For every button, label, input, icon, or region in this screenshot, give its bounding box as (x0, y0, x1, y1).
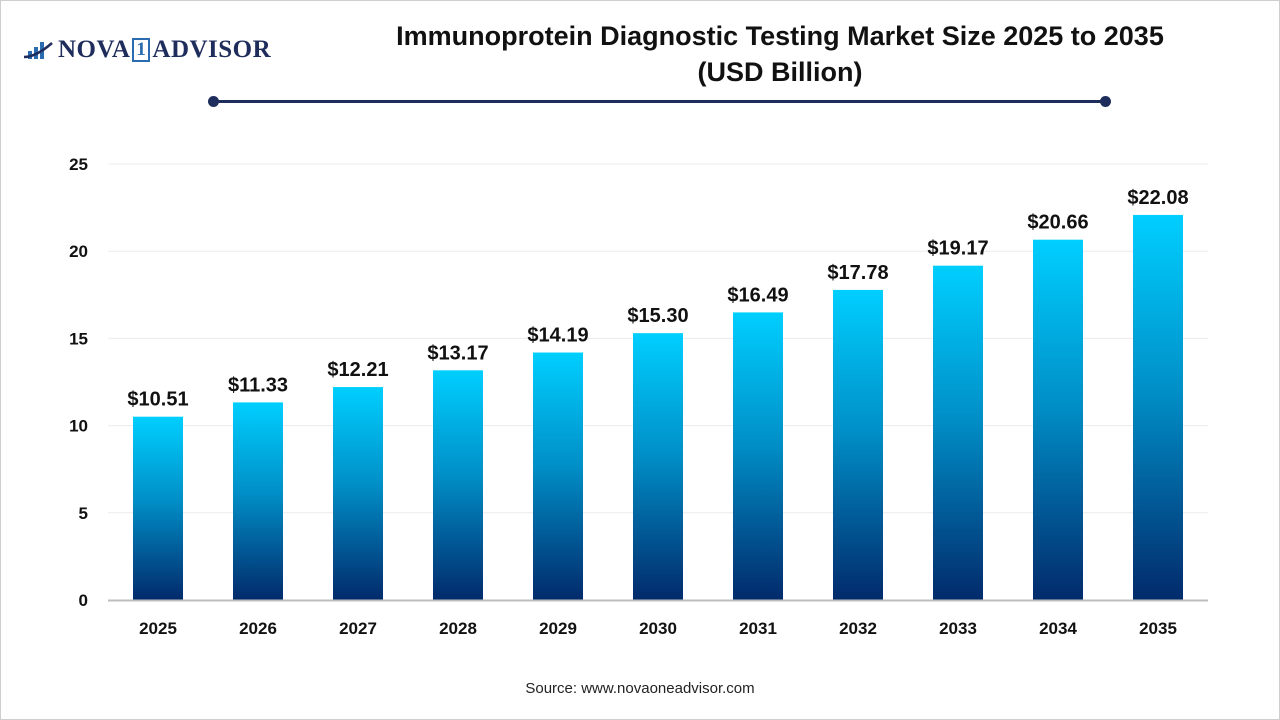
data-label: $19.17 (927, 238, 988, 260)
bar-2035 (1133, 214, 1183, 600)
data-label: $17.78 (827, 262, 888, 284)
y-tick-label: 10 (69, 417, 88, 436)
logo-text-one: 1 (132, 38, 151, 62)
logo-text-nova: NOVA (58, 36, 131, 63)
x-tick-label: 2028 (439, 619, 477, 638)
title-rule-dot-right (1100, 96, 1111, 107)
x-tick-label: 2034 (1039, 619, 1077, 638)
x-tick-label: 2025 (139, 619, 177, 638)
x-tick-label: 2026 (239, 619, 277, 638)
bar-2031 (733, 312, 783, 600)
data-label: $22.08 (1127, 187, 1188, 209)
nova-advisor-logo: NOVA 1 ADVISOR (22, 36, 271, 64)
data-label: $13.17 (427, 342, 488, 364)
bar-2025 (133, 416, 183, 600)
bar-chart-logo-icon (23, 42, 53, 59)
x-tick-label: 2029 (539, 619, 577, 638)
y-tick-label: 15 (69, 329, 88, 348)
title-rule (213, 100, 1106, 103)
bar-2030 (633, 333, 683, 600)
x-tick-label: 2027 (339, 619, 377, 638)
data-label: $12.21 (327, 359, 388, 381)
bar-2027 (333, 387, 383, 600)
bar-2026 (233, 402, 283, 600)
title-rule-dot-left (208, 96, 219, 107)
chart-title-main: Immunoprotein Diagnostic Testing Market … (396, 21, 1164, 51)
logo-text-advisor: ADVISOR (152, 36, 272, 63)
y-tick-label: 25 (69, 155, 88, 174)
chart-subtitle: (USD Billion) (697, 57, 863, 87)
data-label: $20.66 (1027, 212, 1088, 234)
bar-2028 (433, 370, 483, 600)
source-note: Source: www.novaoneadvisor.com (525, 680, 755, 697)
x-tick-label: 2031 (739, 619, 777, 638)
bar-2033 (933, 265, 983, 600)
bar-2034 (1033, 239, 1083, 600)
x-tick-label: 2035 (1139, 619, 1177, 638)
bar-2032 (833, 289, 883, 600)
data-label: $10.51 (127, 389, 188, 411)
x-tick-label: 2030 (639, 619, 677, 638)
bar-2029 (533, 352, 583, 600)
y-tick-label: 0 (79, 591, 88, 610)
data-label: $15.30 (627, 305, 688, 327)
x-tick-label: 2033 (939, 619, 977, 638)
data-label: $14.19 (527, 325, 588, 347)
data-label: $16.49 (727, 284, 788, 306)
chart-title: Immunoprotein Diagnostic Testing Market … (330, 18, 1230, 90)
x-tick-label: 2032 (839, 619, 877, 638)
y-tick-label: 5 (79, 504, 88, 523)
data-label: $11.33 (228, 374, 288, 396)
y-tick-label: 20 (69, 242, 88, 261)
